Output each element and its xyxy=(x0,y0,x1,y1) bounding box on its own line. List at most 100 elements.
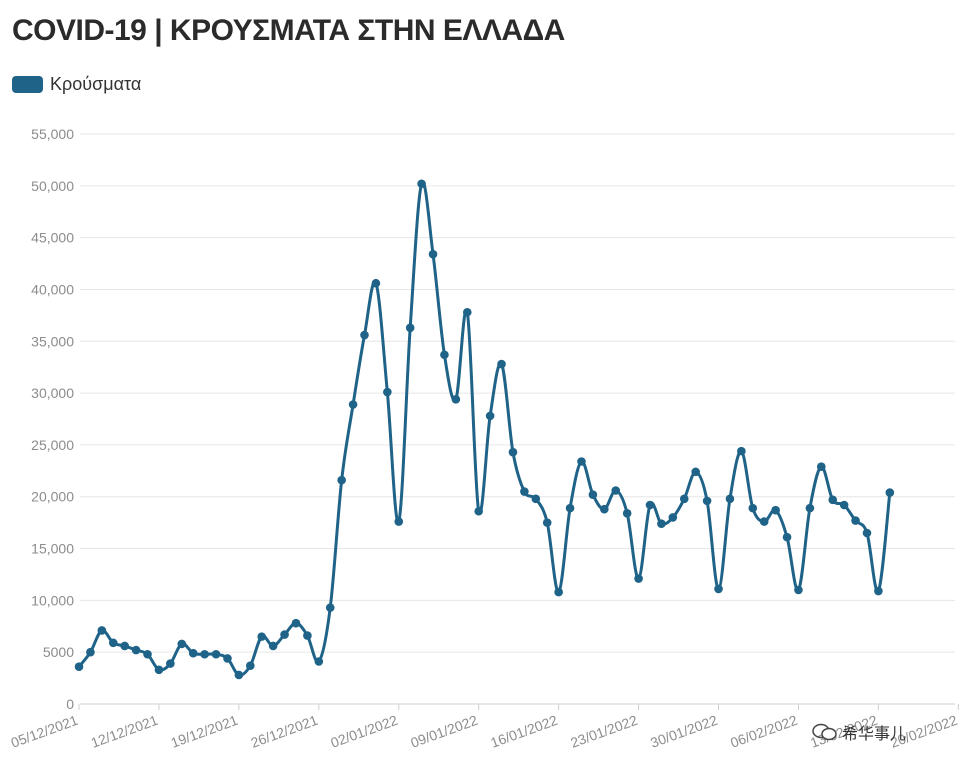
data-point[interactable] xyxy=(417,179,426,189)
data-point[interactable] xyxy=(714,584,723,594)
data-point[interactable] xyxy=(234,670,244,680)
data-point[interactable] xyxy=(325,603,335,612)
data-point[interactable] xyxy=(291,618,301,628)
watermark-text: 希华事儿 xyxy=(842,726,907,743)
data-point[interactable] xyxy=(440,350,449,360)
data-point[interactable] xyxy=(451,395,461,404)
data-point[interactable] xyxy=(645,500,655,510)
data-point[interactable] xyxy=(485,411,495,421)
x-tick-label: 09/01/2022 xyxy=(408,712,480,751)
data-point[interactable] xyxy=(862,528,872,538)
data-point[interactable] xyxy=(794,585,803,595)
data-point[interactable] xyxy=(542,518,552,527)
data-point[interactable] xyxy=(520,487,529,496)
data-point[interactable] xyxy=(74,662,84,671)
data-point[interactable] xyxy=(668,513,678,522)
data-point[interactable] xyxy=(759,517,769,526)
data-point[interactable] xyxy=(725,494,735,504)
y-tick-label: 45,000 xyxy=(31,230,74,246)
x-tick-label: 12/12/2021 xyxy=(89,712,161,751)
data-point[interactable] xyxy=(771,505,780,515)
data-point[interactable] xyxy=(531,494,541,504)
data-point[interactable] xyxy=(360,330,369,340)
data-point[interactable] xyxy=(737,446,746,456)
x-tick-label: 06/02/2022 xyxy=(728,712,800,751)
data-point[interactable] xyxy=(211,649,221,659)
wechat-icon xyxy=(812,723,837,741)
y-tick-label: 15,000 xyxy=(31,541,74,557)
data-point[interactable] xyxy=(817,462,826,471)
y-tick-label: 35,000 xyxy=(31,333,74,349)
data-point[interactable] xyxy=(508,447,518,457)
data-point[interactable] xyxy=(577,457,586,466)
data-point[interactable] xyxy=(874,586,883,596)
data-point[interactable] xyxy=(405,323,415,333)
data-point[interactable] xyxy=(303,631,312,640)
data-point[interactable] xyxy=(885,488,895,497)
data-point[interactable] xyxy=(748,503,758,513)
data-point[interactable] xyxy=(246,661,255,670)
data-point[interactable] xyxy=(131,645,141,655)
y-tick-label: 50,000 xyxy=(31,178,74,194)
data-points xyxy=(74,179,895,680)
data-point[interactable] xyxy=(600,504,609,514)
data-point[interactable] xyxy=(371,278,381,288)
data-point[interactable] xyxy=(474,506,484,516)
data-point[interactable] xyxy=(462,307,472,317)
data-point[interactable] xyxy=(154,665,164,675)
data-point[interactable] xyxy=(268,641,278,651)
data-point[interactable] xyxy=(394,517,404,526)
data-point[interactable] xyxy=(634,574,643,583)
data-point[interactable] xyxy=(177,639,187,649)
data-point[interactable] xyxy=(337,475,346,485)
x-tick-label: 02/01/2022 xyxy=(328,712,400,751)
data-point[interactable] xyxy=(428,249,438,259)
x-tick-label: 05/12/2021 xyxy=(9,712,81,751)
data-point[interactable] xyxy=(257,632,267,641)
data-point[interactable] xyxy=(166,659,175,668)
legend-swatch xyxy=(12,76,43,93)
data-point[interactable] xyxy=(622,509,632,518)
data-point[interactable] xyxy=(497,359,506,369)
data-point[interactable] xyxy=(554,587,563,597)
data-point[interactable] xyxy=(839,500,849,510)
data-point[interactable] xyxy=(97,626,107,635)
legend[interactable]: Κρούσματα xyxy=(12,74,141,95)
y-tick-label: 30,000 xyxy=(31,385,74,401)
watermark: 希华事儿 xyxy=(812,720,906,744)
data-point[interactable] xyxy=(108,638,118,648)
data-point[interactable] xyxy=(314,657,324,666)
data-point[interactable] xyxy=(679,494,689,504)
data-point[interactable] xyxy=(691,467,700,477)
data-point[interactable] xyxy=(851,516,860,525)
y-axis: 0 5000 10,000 15,000 20,000 25,000 30,000 35,00… xyxy=(31,126,74,712)
data-point[interactable] xyxy=(348,400,358,409)
legend-label: Κρούσματα xyxy=(50,74,142,94)
data-point[interactable] xyxy=(828,495,838,505)
data-point[interactable] xyxy=(782,532,792,542)
data-point[interactable] xyxy=(200,649,209,659)
data-point[interactable] xyxy=(223,654,232,663)
data-point[interactable] xyxy=(188,648,198,658)
y-tick-label: 20,000 xyxy=(31,489,74,505)
y-tick-label: 0 xyxy=(66,696,74,712)
data-point[interactable] xyxy=(86,647,95,657)
data-point[interactable] xyxy=(143,649,152,659)
data-point[interactable] xyxy=(565,503,575,513)
y-tick-label: 10,000 xyxy=(31,592,74,608)
y-tick-label: 5000 xyxy=(43,644,74,660)
data-point[interactable] xyxy=(120,641,129,651)
data-point[interactable] xyxy=(280,630,289,639)
series-line-cases xyxy=(77,180,892,677)
data-point[interactable] xyxy=(702,496,712,506)
data-point[interactable] xyxy=(611,486,621,495)
y-tick-label: 40,000 xyxy=(31,281,74,297)
x-tick-label: 16/01/2022 xyxy=(488,712,560,751)
data-point[interactable] xyxy=(657,519,666,528)
gridlines xyxy=(80,133,955,705)
data-point[interactable] xyxy=(588,490,598,499)
data-point[interactable] xyxy=(383,387,392,397)
x-tick-label: 30/01/2022 xyxy=(648,712,720,751)
data-point[interactable] xyxy=(805,503,815,513)
